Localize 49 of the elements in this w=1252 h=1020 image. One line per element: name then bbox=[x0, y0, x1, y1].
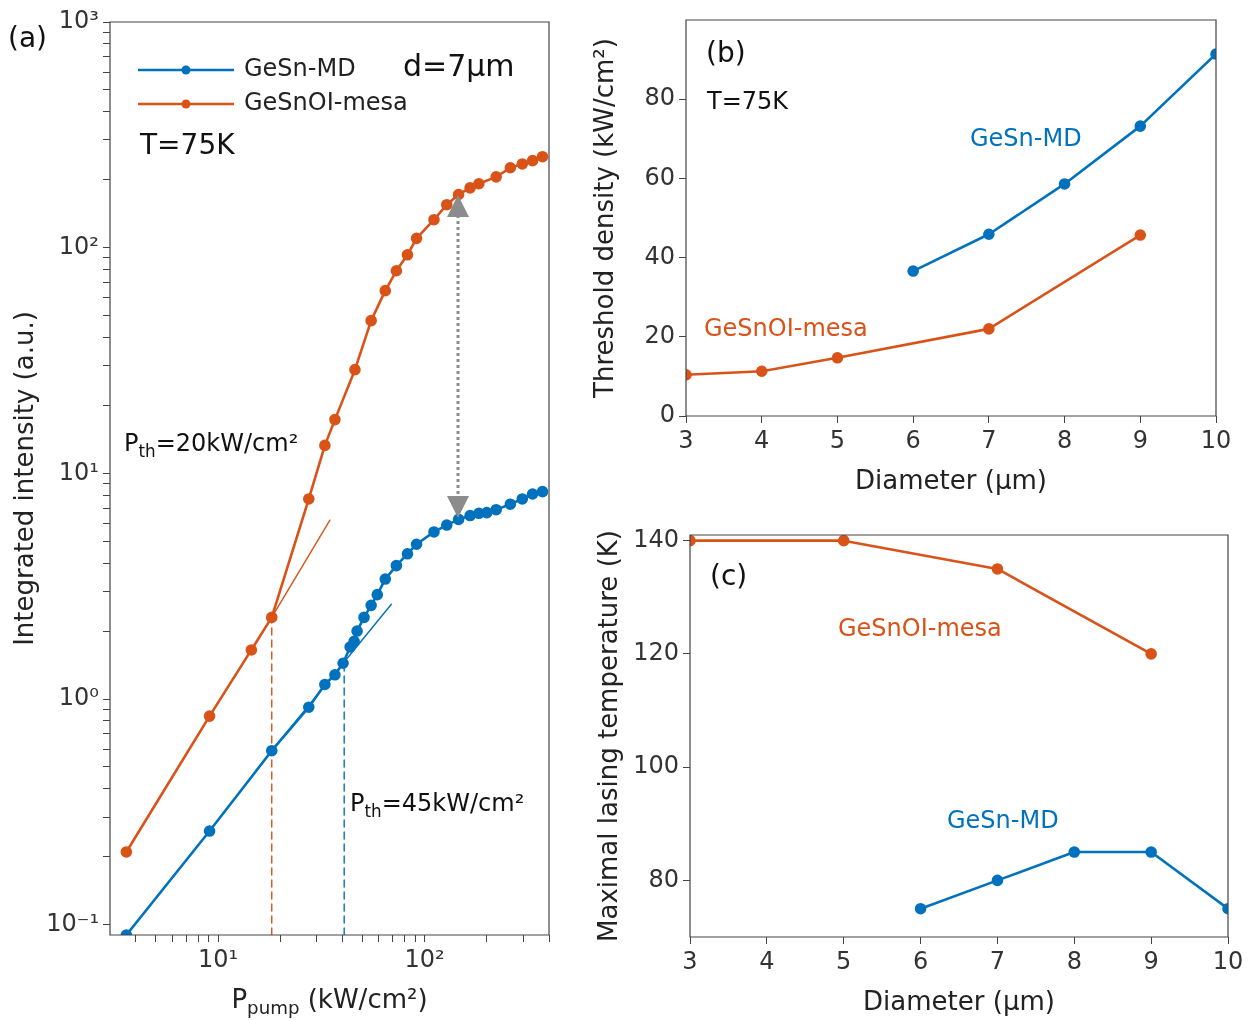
x-tick-label: 7 bbox=[981, 425, 997, 454]
x-tick-label: 8 bbox=[1066, 946, 1082, 975]
x-tick-label: 6 bbox=[905, 425, 921, 454]
y-tick-label: 40 bbox=[644, 241, 675, 270]
annotation: T=75K bbox=[139, 128, 236, 162]
x-tick-label: 10 bbox=[1212, 946, 1244, 975]
x-tick-label: 8 bbox=[1056, 425, 1073, 454]
legend-label: GeSn-MD bbox=[244, 54, 356, 83]
x-tick-label: 5 bbox=[829, 425, 846, 454]
y-axis-title: Threshold density (kW/cm²) bbox=[588, 38, 619, 399]
x-axis-title: Diameter (μm) bbox=[855, 464, 1047, 495]
y-tick-label: 60 bbox=[644, 162, 675, 191]
legend-label: GeSnOI-mesa bbox=[244, 88, 408, 117]
annotation: d=7μm bbox=[403, 47, 515, 83]
series-label: GeSn-MD bbox=[947, 806, 1059, 835]
annotation: (c) bbox=[710, 559, 748, 593]
x-tick-label: 3 bbox=[682, 946, 698, 975]
y-tick-label: 10⁻¹ bbox=[46, 908, 99, 937]
x-tick-label: 9 bbox=[1143, 946, 1159, 975]
x-tick-label: 10² bbox=[404, 944, 445, 973]
x-tick-label: 10 bbox=[1200, 425, 1232, 454]
y-tick-label: 140 bbox=[633, 524, 679, 553]
y-tick-label: 0 bbox=[659, 400, 675, 429]
x-tick-label: 6 bbox=[912, 946, 929, 975]
x-tick-label: 4 bbox=[754, 425, 770, 454]
annotation: T=75K bbox=[706, 87, 790, 116]
y-tick-label: 10² bbox=[58, 231, 99, 260]
x-tick-label: 7 bbox=[989, 946, 1006, 975]
x-axis-title: Diameter (μm) bbox=[863, 985, 1055, 1016]
y-tick-label: 10⁰ bbox=[58, 683, 99, 712]
y-tick-label: 100 bbox=[633, 751, 679, 780]
series-label: GeSn-MD bbox=[970, 124, 1082, 153]
x-tick-label: 9 bbox=[1132, 425, 1148, 454]
x-tick-label: 5 bbox=[836, 946, 852, 975]
y-axis-title: Maximal lasing temperature (K) bbox=[592, 530, 623, 942]
annotation: (b) bbox=[706, 36, 746, 70]
text: (a) bbox=[8, 21, 48, 55]
y-axis-title: Integrated intensity (a.u.) bbox=[8, 311, 39, 646]
y-tick-label: 20 bbox=[644, 321, 675, 350]
series-label: GeSnOI-mesa bbox=[704, 314, 868, 343]
y-tick-label: 10¹ bbox=[58, 457, 99, 486]
series-label: GeSnOI-mesa bbox=[838, 614, 1002, 643]
y-tick-label: 80 bbox=[644, 83, 675, 112]
y-tick-label: 10³ bbox=[58, 6, 99, 35]
x-tick-label: 10¹ bbox=[197, 944, 239, 973]
y-tick-label: 120 bbox=[633, 638, 679, 667]
x-tick-label: 4 bbox=[759, 946, 775, 975]
x-tick-label: 3 bbox=[678, 425, 694, 454]
y-tick-label: 80 bbox=[648, 864, 679, 893]
